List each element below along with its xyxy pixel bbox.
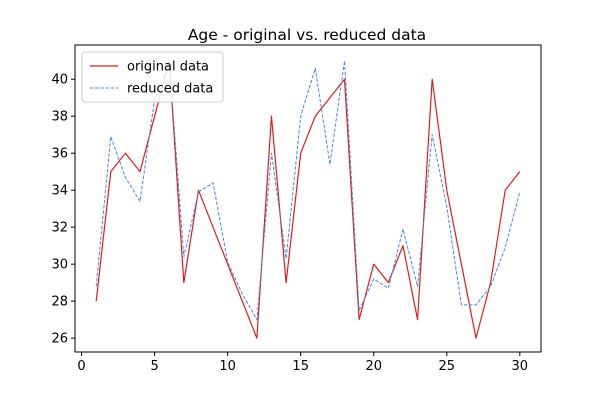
y-tick-label: 36 xyxy=(51,147,68,162)
chart-title: Age - original vs. reduced data xyxy=(188,26,426,44)
legend-box xyxy=(81,51,224,103)
legend: original data reduced data xyxy=(81,51,224,103)
legend-label: reduced data xyxy=(127,82,213,97)
y-tick-label: 38 xyxy=(51,110,68,125)
y-tick-label: 28 xyxy=(51,295,68,310)
x-tick-label: 5 xyxy=(150,359,158,374)
x-tick-label: 0 xyxy=(77,359,85,374)
x-tick-label: 10 xyxy=(219,359,236,374)
axes-frame xyxy=(74,44,542,353)
y-tick-label: 30 xyxy=(51,258,68,273)
y-tick-label: 26 xyxy=(51,332,68,347)
y-tick-label: 40 xyxy=(51,73,68,88)
y-tick-label: 34 xyxy=(51,184,68,199)
x-tick-label: 15 xyxy=(292,359,309,374)
x-tick-label: 30 xyxy=(512,359,529,374)
x-tick-label: 25 xyxy=(439,359,456,374)
y-tick-label: 32 xyxy=(51,221,68,236)
legend-label: original data xyxy=(127,60,209,75)
x-tick-label: 20 xyxy=(365,359,382,374)
